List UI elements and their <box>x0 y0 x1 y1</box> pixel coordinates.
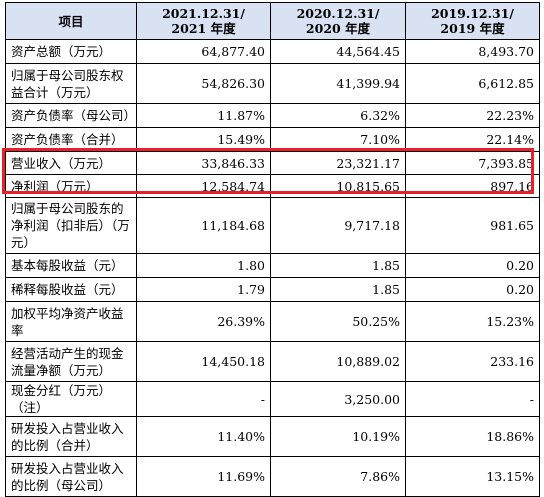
value-2019: 13.15% <box>405 456 540 497</box>
row-label: 加权平均净资产收益率 <box>5 301 137 342</box>
row-label: 归属于母公司股东的净利润（扣非后）（万元） <box>5 197 137 254</box>
value-2020: 10.19% <box>270 416 406 457</box>
value-2019: 8,493.70 <box>405 39 540 64</box>
value-2020: 10,889.02 <box>270 341 406 382</box>
table-row: 经营活动产生的现金流量净额（万元） 14,450.18 10,889.02 23… <box>5 341 540 382</box>
value-2020: 10,815.65 <box>270 174 406 198</box>
value-2021: 11.69% <box>136 456 271 497</box>
table-row: 研发投入占营业收入的比例（合并） 11.40% 10.19% 18.86% <box>5 416 540 457</box>
table-row: 资产总额（万元） 64,877.40 44,564.45 8,493.70 <box>5 39 540 64</box>
row-label: 经营活动产生的现金流量净额（万元） <box>5 341 137 382</box>
row-label: 资产总额（万元） <box>5 39 137 64</box>
table-row: 加权平均净资产收益率 26.39% 50.25% 15.23% <box>5 301 540 342</box>
value-2020: 23,321.17 <box>270 151 406 175</box>
row-label: 基本每股收益（元） <box>5 253 137 278</box>
table-row: 研发投入占营业收入的比例（母公司） 11.69% 7.86% 13.15% <box>5 456 540 497</box>
header-2021: 2021.12.31/ 2021 年度 <box>136 2 271 40</box>
header-row: 项目 2021.12.31/ 2021 年度 2020.12.31/ 2020 … <box>5 2 540 40</box>
value-2019: 897.16 <box>405 174 540 198</box>
value-2020: 1.85 <box>270 277 406 302</box>
value-2019: 15.23% <box>405 301 540 342</box>
row-label: 研发投入占营业收入的比例（母公司） <box>5 456 137 497</box>
header-2020: 2020.12.31/ 2020 年度 <box>270 2 406 40</box>
value-2021: 1.80 <box>136 253 271 278</box>
row-label: 净利润（万元） <box>5 174 137 198</box>
row-label: 归属于母公司股东权益合计（万元） <box>5 63 137 104</box>
table-row: 稀释每股收益（元） 1.79 1.85 0.20 <box>5 277 540 302</box>
value-2020: 7.10% <box>270 127 406 152</box>
row-label: 稀释每股收益（元） <box>5 277 137 302</box>
value-2021: 64,877.40 <box>136 39 271 64</box>
value-2021: 15.49% <box>136 127 271 152</box>
table-row: 归属于母公司股东的净利润（扣非后）（万元） 11,184.68 9,717.18… <box>5 197 540 254</box>
value-2020: 7.86% <box>270 456 406 497</box>
value-2020: 44,564.45 <box>270 39 406 64</box>
table-row: 基本每股收益（元） 1.80 1.85 0.20 <box>5 253 540 278</box>
value-2021: - <box>136 381 271 417</box>
value-2019: 18.86% <box>405 416 540 457</box>
table-row: 资产负债率（合并） 15.49% 7.10% 22.14% <box>5 127 540 152</box>
table-row-highlighted: 营业收入（万元） 33,846.33 23,321.17 7,393.85 <box>5 151 540 175</box>
value-2021: 14,450.18 <box>136 341 271 382</box>
value-2020: 9,717.18 <box>270 197 406 254</box>
value-2021: 54,826.30 <box>136 63 271 104</box>
row-label: 资产负债率（合并） <box>5 127 137 152</box>
row-label: 资产负债率（母公司） <box>5 103 137 128</box>
row-label: 现金分红（万元）（注） <box>5 381 137 417</box>
value-2020: 6.32% <box>270 103 406 128</box>
value-2021: 12,584.74 <box>136 174 271 198</box>
header-2019: 2019.12.31/ 2019 年度 <box>405 2 540 40</box>
value-2021: 33,846.33 <box>136 151 271 175</box>
row-label: 营业收入（万元） <box>5 151 137 175</box>
table-row-highlighted: 净利润（万元） 12,584.74 10,815.65 897.16 <box>5 174 540 198</box>
value-2019: 22.23% <box>405 103 540 128</box>
row-label: 研发投入占营业收入的比例（合并） <box>5 416 137 457</box>
value-2019: 0.20 <box>405 277 540 302</box>
header-item: 项目 <box>5 2 137 40</box>
value-2021: 1.79 <box>136 277 271 302</box>
value-2020: 3,250.00 <box>270 381 406 417</box>
value-2021: 11,184.68 <box>136 197 271 254</box>
value-2019: - <box>405 381 540 417</box>
value-2019: 233.16 <box>405 341 540 382</box>
value-2019: 7,393.85 <box>405 151 540 175</box>
value-2019: 6,612.85 <box>405 63 540 104</box>
value-2021: 26.39% <box>136 301 271 342</box>
table-row: 归属于母公司股东权益合计（万元） 54,826.30 41,399.94 6,6… <box>5 63 540 104</box>
value-2020: 41,399.94 <box>270 63 406 104</box>
value-2021: 11.40% <box>136 416 271 457</box>
value-2020: 1.85 <box>270 253 406 278</box>
value-2019: 0.20 <box>405 253 540 278</box>
financial-table: 项目 2021.12.31/ 2021 年度 2020.12.31/ 2020 … <box>5 2 540 497</box>
value-2021: 11.87% <box>136 103 271 128</box>
table-row: 现金分红（万元）（注） - 3,250.00 - <box>5 381 540 417</box>
table-row: 资产负债率（母公司） 11.87% 6.32% 22.23% <box>5 103 540 128</box>
value-2019: 22.14% <box>405 127 540 152</box>
value-2020: 50.25% <box>270 301 406 342</box>
value-2019: 981.65 <box>405 197 540 254</box>
